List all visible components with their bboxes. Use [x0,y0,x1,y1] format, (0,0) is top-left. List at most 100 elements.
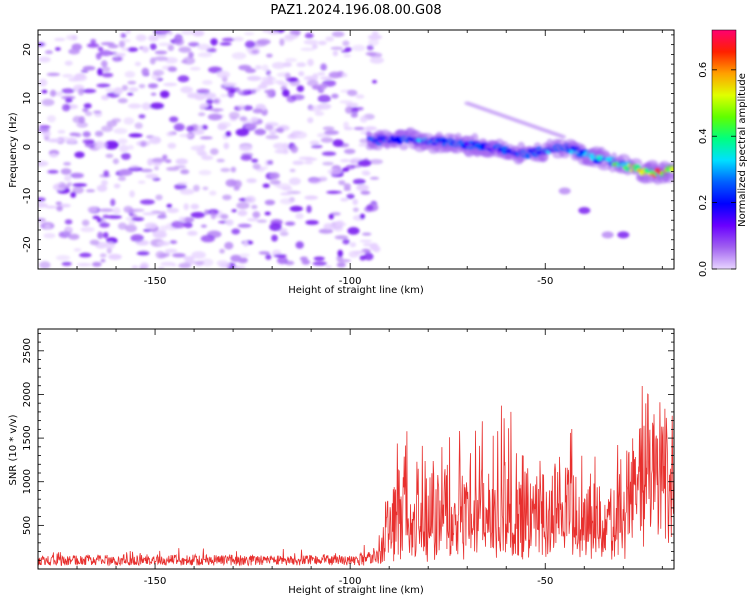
spectrogram-cell [104,140,119,149]
spectrogram-cell [284,58,298,62]
spectrogram-cell [220,213,229,220]
spectrogram-cell [82,88,97,94]
y-tick-label: 2000 [22,382,33,407]
spectrogram-cell [336,255,344,261]
spectrogram-cell [353,126,365,131]
spectrogram-cell [140,262,149,269]
spectrogram-cell [343,54,352,58]
spectrogram-cell [56,205,63,212]
spectrogram-cell [46,72,61,77]
spectrogram-cell [193,184,200,192]
spectrogram-cell [134,122,143,129]
spectrogram-cell [357,159,372,167]
spectrogram-cell [110,198,116,207]
y-tick-label: 10 [22,92,33,105]
spectrogram-cell [280,192,292,196]
spectrogram-cell [179,188,195,195]
spectrogram-cell [256,168,265,173]
spectrogram-cell [369,56,384,64]
spectrogram-cell [105,88,115,92]
spectrogram-marks [38,30,674,269]
y-tick-label: -10 [22,188,33,204]
spectrogram-cell [125,224,137,233]
spectrogram-cell [197,125,203,132]
colorbar-gradient [711,29,737,270]
spectrogram-cell [160,261,176,267]
spectrogram-cell [207,209,219,215]
spectrogram-cell [256,219,267,223]
spectrogram-cell [72,74,88,82]
spectrogram-cell [121,152,131,160]
spectrogram-cell [99,253,107,258]
spectrogram-cell [47,169,59,174]
spectrogram-cell [246,75,262,81]
spectrogram-cell [231,209,237,213]
figure-title: PAZ1.2024.196.08.00.G08 [270,3,441,18]
spectrogram-cell [130,234,144,242]
spectrogram-cell [230,254,242,263]
spectrogram-cell [222,194,232,201]
spectrogram-cell [245,195,256,204]
spectrogram-cell [317,40,327,46]
spectrogram-cell [65,97,73,103]
spectrogram-cell [264,124,274,131]
spectrogram-cell [190,211,205,219]
spectrogram-cell [154,166,159,171]
spectrogram-cell [149,43,157,50]
spectrogram-cell [346,193,355,200]
spectrogram-cell [312,43,318,50]
spectrogram-cell [362,243,374,247]
spectrogram-cell [80,226,95,233]
spectrogram-cell [121,47,130,51]
spectrogram-cell [166,207,179,214]
spectrogram-cell [96,184,108,192]
y-tick-label: 20 [22,43,33,56]
spectrogram-cell [306,79,319,87]
spectrogram-cell [244,40,256,49]
spectrogram-cell [160,211,167,217]
spectrogram-cell [107,215,122,219]
spectrogram-cell [197,52,213,58]
spectrogram-cell [155,30,171,34]
spectrogram-cell [141,102,151,110]
spectrogram-cell [66,137,78,144]
spectrogram-cell [171,263,177,267]
spectrogram-cell [279,38,285,46]
spectrogram-cell [82,108,89,113]
spectrogram-cell [254,65,262,70]
spectrogram-cell [201,258,214,267]
spectrogram-cell [279,231,289,237]
spectrogram-cell [119,144,129,153]
spectrogram-cell [154,50,168,55]
spectrogram-cell [246,178,257,184]
spectrogram-cell [359,213,366,220]
spectrogram-cell [219,263,231,268]
spectrogram-cell [339,100,353,104]
spectrogram-cell [340,159,351,163]
spectrogram-cell [101,125,113,132]
spectrogram-cell [246,218,259,222]
spectrogram-cell [108,253,122,260]
spectrogram-cell [92,261,102,267]
spectrogram-cell [72,186,84,194]
spectrogram-cell [107,44,119,49]
spectrogram-cell [320,63,327,71]
spectrogram-cell [99,208,114,212]
colorbar-label: Normalized spectral amplitude [737,73,748,227]
spectrogram-cell [39,78,48,87]
spectrogram-cell [349,242,357,248]
spectrogram-cell [123,205,133,213]
spectrogram-cell [359,115,368,123]
spectrogram-cell [41,98,55,106]
spectrogram-cell [74,151,85,159]
spectrogram-cell [38,56,51,63]
spectrogram-cell [137,180,146,184]
spectrogram-cell [338,180,346,186]
spectrogram-cell [64,175,72,182]
spectrogram-cell [260,80,275,86]
spectrogram-cell [242,89,257,95]
spectrogram-cell [285,221,296,226]
spectrogram-cell [327,190,343,194]
spectrogram-cell [322,161,334,166]
spectrogram-cell [341,73,348,78]
